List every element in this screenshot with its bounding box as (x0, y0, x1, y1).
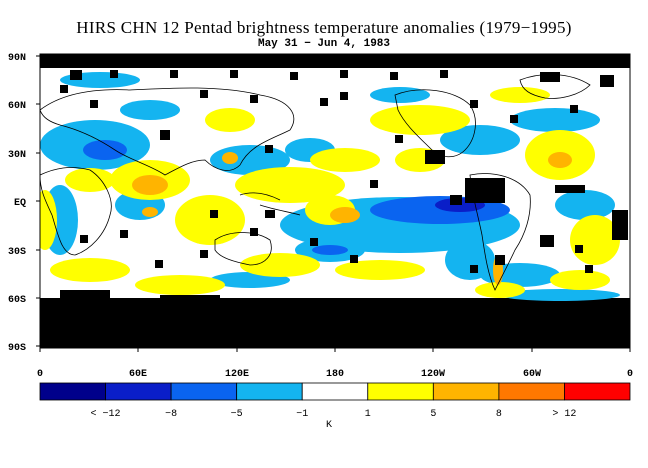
lon-label: 180 (326, 369, 344, 380)
lat-label: 60N (8, 101, 26, 112)
colorbar-unit: K (326, 420, 333, 431)
colorbar-label: 1 (365, 409, 371, 420)
colorbar-swatch (39, 382, 106, 401)
arctic-no-data (40, 54, 630, 68)
colorbar-swatch (432, 382, 500, 401)
colorbar-label: −8 (165, 409, 177, 420)
lon-label: 60W (523, 369, 541, 380)
lat-label: 60S (8, 295, 26, 306)
colorbar-label: −1 (296, 409, 308, 420)
colorbar-labels: < −12 −8 −5 −1 1 5 8 > 12 (91, 409, 577, 420)
colorbar-swatch (564, 382, 631, 401)
lon-label: 120W (421, 369, 445, 380)
map-subtitle: May 31 − Jun 4, 1983 (257, 38, 391, 50)
colorbar-label: −5 (231, 409, 243, 420)
map-title: HIRS CHN 12 Pentad brightness temperatur… (76, 18, 572, 37)
lon-axis: 0 60E 120E 180 120W 60W 0 (37, 348, 633, 380)
lon-label: 60E (129, 369, 147, 380)
lon-label: 0 (627, 369, 633, 380)
colorbar-label: 8 (496, 409, 502, 420)
lat-axis: 90N 60N 30N EQ 30S 60S 90S (8, 53, 40, 354)
lat-label: 90S (8, 343, 26, 354)
colorbar (39, 382, 631, 401)
anomaly-orange (132, 152, 572, 285)
lat-label: EQ (14, 198, 26, 209)
colorbar-swatch (498, 382, 565, 401)
anomaly-yellow (40, 87, 620, 298)
lon-label: 120E (225, 369, 249, 380)
anomaly-field (40, 54, 630, 348)
colorbar-label: < −12 (91, 409, 121, 420)
colorbar-label: > 12 (552, 409, 576, 420)
lon-label: 0 (37, 369, 43, 380)
no-data-cells (60, 70, 628, 330)
colorbar-label: 5 (430, 409, 436, 420)
lat-label: 90N (8, 53, 26, 64)
colorbar-swatch (367, 382, 434, 401)
antarctic-no-data (40, 298, 630, 348)
lat-label: 30S (8, 247, 26, 258)
colorbar-swatch (301, 382, 369, 401)
lat-label: 30N (8, 150, 26, 161)
colorbar-swatch (170, 382, 238, 401)
continent-outlines (40, 74, 591, 291)
colorbar-swatch (236, 382, 303, 401)
colorbar-swatch (105, 382, 172, 401)
